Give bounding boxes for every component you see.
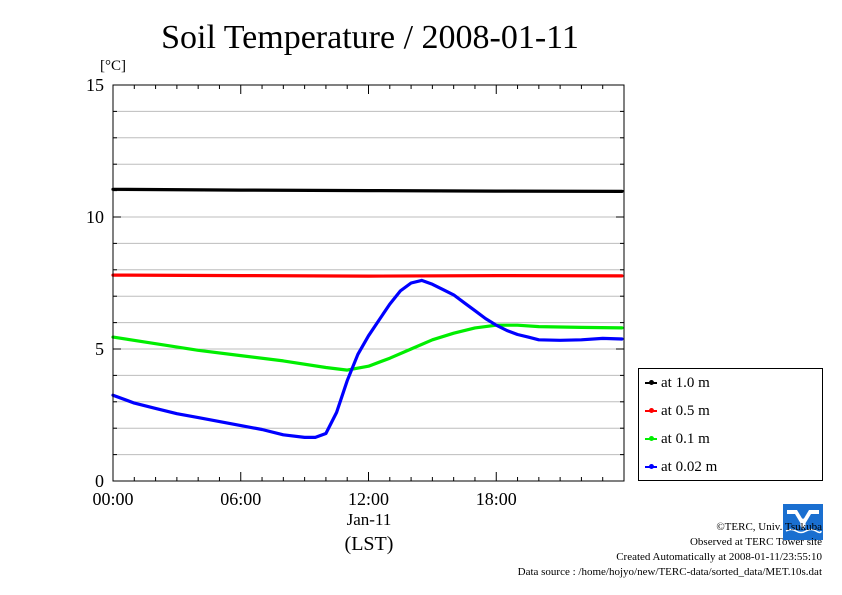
legend-label-05m: at 0.5 m xyxy=(661,402,710,419)
legend-marker xyxy=(649,408,654,413)
series-line-3 xyxy=(111,278,624,439)
legend-item-05m: at 0.5 m xyxy=(645,401,710,421)
series-line-1 xyxy=(111,273,624,278)
y-tick-label: 10 xyxy=(86,207,104,227)
y-tick-label: 5 xyxy=(95,339,104,359)
legend-label-002m: at 0.02 m xyxy=(661,458,718,475)
legend-item-002m: at 0.02 m xyxy=(645,457,717,477)
legend-swatch-05m xyxy=(645,408,657,413)
legend-marker xyxy=(649,436,654,441)
x-axis-label: (LST) xyxy=(345,533,394,555)
series-lines xyxy=(111,187,624,439)
x-tick-labels: 00:00 06:00 12:00 18:00 xyxy=(92,489,516,509)
legend-label-1m: at 1.0 m xyxy=(661,374,710,391)
legend-item-01m: at 0.1 m xyxy=(645,429,710,449)
legend-label-01m: at 0.1 m xyxy=(661,430,710,447)
legend-marker xyxy=(649,380,654,385)
y-tick-label: 0 xyxy=(95,471,104,491)
x-tick-label: 06:00 xyxy=(220,489,261,509)
series-line-2 xyxy=(111,323,624,372)
x-tick-label: 00:00 xyxy=(92,489,133,509)
x-tick-label: 12:00 xyxy=(348,489,389,509)
legend-swatch-002m xyxy=(645,464,657,469)
x-tick-label: 18:00 xyxy=(476,489,517,509)
grid-lines xyxy=(113,110,624,456)
terc-logo-icon xyxy=(783,504,823,540)
credit-source: Data source : /home/hojyo/new/TERC-data/… xyxy=(517,566,822,578)
y-axis-label: [°C] xyxy=(100,58,126,74)
chart-title: Soil Temperature / 2008-01-11 xyxy=(161,19,579,56)
legend-swatch-01m xyxy=(645,436,657,441)
y-tick-label: 15 xyxy=(86,75,104,95)
legend-marker xyxy=(649,464,654,469)
credit-copyright: ©TERC, Univ. Tsukuba xyxy=(716,521,822,533)
credit-created: Created Automatically at 2008-01-11/23:5… xyxy=(616,551,822,563)
credits: ©TERC, Univ. Tsukuba Observed at TERC To… xyxy=(518,520,822,580)
x-date-label: Jan-11 xyxy=(347,510,392,529)
axis-ticks xyxy=(112,84,625,482)
plot-frame xyxy=(112,84,625,482)
series-line-0 xyxy=(111,187,624,193)
legend: at 1.0 m at 0.5 m at 0.1 m at 0.02 m xyxy=(638,368,823,481)
credit-site: Observed at TERC Tower site xyxy=(689,536,822,548)
legend-item-1m: at 1.0 m xyxy=(645,373,710,393)
legend-swatch-1m xyxy=(645,380,657,385)
y-tick-labels: 0 5 10 15 xyxy=(86,75,104,491)
